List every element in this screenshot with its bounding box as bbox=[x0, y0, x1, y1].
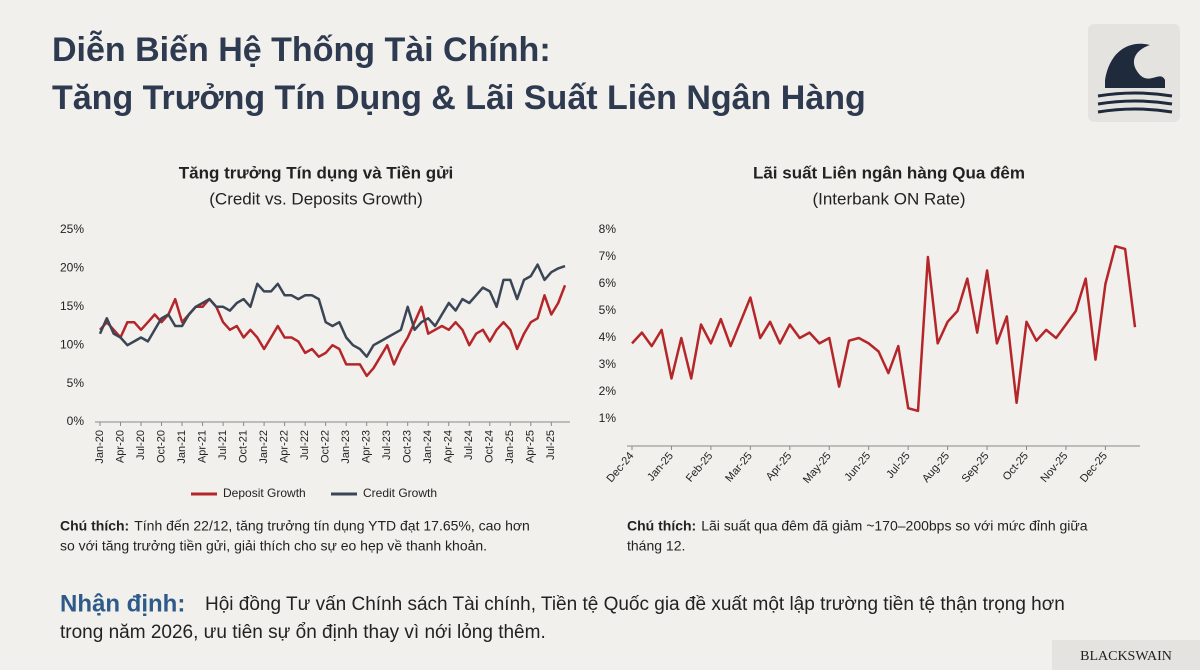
y-tick-label: 5% bbox=[599, 303, 617, 317]
note-label: Chú thích: bbox=[627, 518, 696, 534]
x-tick-label: Jul-25 bbox=[545, 430, 557, 460]
page-title: Tăng Trưởng Tín Dụng & Lãi Suất Liên Ngâ… bbox=[52, 79, 866, 117]
page-title: Diễn Biến Hệ Thống Tài Chính: bbox=[52, 31, 551, 69]
y-tick-label: 1% bbox=[599, 411, 617, 425]
y-tick-label: 0% bbox=[67, 414, 85, 428]
x-tick-label: Apr-20 bbox=[114, 430, 126, 463]
legend-label: Credit Growth bbox=[363, 486, 437, 500]
x-tick-label: Apr-24 bbox=[443, 430, 455, 463]
y-tick-label: 2% bbox=[599, 384, 617, 398]
x-tick-label: Apr-23 bbox=[361, 430, 373, 463]
note-label: Chú thích: bbox=[60, 518, 129, 534]
note-text: Lãi suất qua đêm đã giảm ~170–200bps so … bbox=[701, 518, 1088, 534]
x-tick-label: Oct-23 bbox=[402, 430, 414, 463]
note-text: Tính đến 22/12, tăng trưởng tín dụng YTD… bbox=[134, 518, 530, 534]
y-tick-label: 8% bbox=[599, 222, 617, 236]
note-text: tháng 12. bbox=[627, 538, 685, 554]
x-tick-label: Apr-22 bbox=[279, 430, 291, 463]
conclusion-text: trong năm 2026, ưu tiên sự ổn định thay … bbox=[60, 622, 546, 643]
legend-label: Deposit Growth bbox=[223, 486, 306, 500]
chart-subtitle: (Credit vs. Deposits Growth) bbox=[209, 189, 423, 208]
x-tick-label: Jan-25 bbox=[504, 430, 516, 464]
y-tick-label: 7% bbox=[599, 249, 617, 263]
brand: BLACKSWAIN bbox=[1080, 649, 1172, 664]
data-line bbox=[631, 244, 1137, 413]
x-tick-label: Jul-21 bbox=[217, 430, 229, 460]
y-tick-label: 5% bbox=[67, 376, 85, 390]
x-tick-label: Jul-24 bbox=[463, 430, 475, 460]
chart-subtitle: (Interbank ON Rate) bbox=[812, 189, 965, 208]
x-tick-label: Apr-21 bbox=[196, 430, 208, 463]
note-text: so với tăng trưởng tiền gửi, giải thích … bbox=[60, 538, 487, 554]
y-tick-label: 20% bbox=[60, 261, 84, 275]
y-tick-label: 10% bbox=[60, 337, 84, 351]
y-tick-label: 3% bbox=[599, 357, 617, 371]
y-tick-label: 4% bbox=[599, 330, 617, 344]
logo bbox=[1088, 24, 1180, 122]
data-line bbox=[99, 284, 567, 378]
x-tick-label: Jan-20 bbox=[94, 430, 106, 464]
x-tick-label: Jul-20 bbox=[135, 430, 147, 460]
x-tick-label: Oct-22 bbox=[320, 430, 332, 463]
x-tick-label: Jul-22 bbox=[299, 430, 311, 460]
conclusion-text: Hội đồng Tư vấn Chính sách Tài chính, Ti… bbox=[205, 594, 1065, 615]
chart-title: Lãi suất Liên ngân hàng Qua đêm bbox=[753, 163, 1025, 182]
chart-title: Tăng trưởng Tín dụng và Tiền gửi bbox=[179, 163, 453, 182]
y-tick-label: 15% bbox=[60, 299, 84, 313]
y-tick-label: 6% bbox=[599, 276, 617, 290]
x-tick-label: Oct-20 bbox=[155, 430, 167, 463]
brand-box bbox=[1052, 640, 1200, 670]
conclusion-label: Nhận định: bbox=[60, 590, 185, 617]
x-tick-label: Jul-23 bbox=[381, 430, 393, 460]
x-tick-label: Jan-21 bbox=[176, 430, 188, 464]
x-tick-label: Oct-24 bbox=[484, 430, 496, 463]
x-tick-label: Jan-22 bbox=[258, 430, 270, 464]
x-tick-label: Oct-21 bbox=[238, 430, 250, 463]
data-line bbox=[98, 263, 566, 358]
x-tick-label: Apr-25 bbox=[525, 430, 537, 463]
y-tick-label: 25% bbox=[60, 222, 84, 236]
x-tick-label: Jan-23 bbox=[340, 430, 352, 464]
x-tick-label: Jan-24 bbox=[422, 430, 434, 464]
